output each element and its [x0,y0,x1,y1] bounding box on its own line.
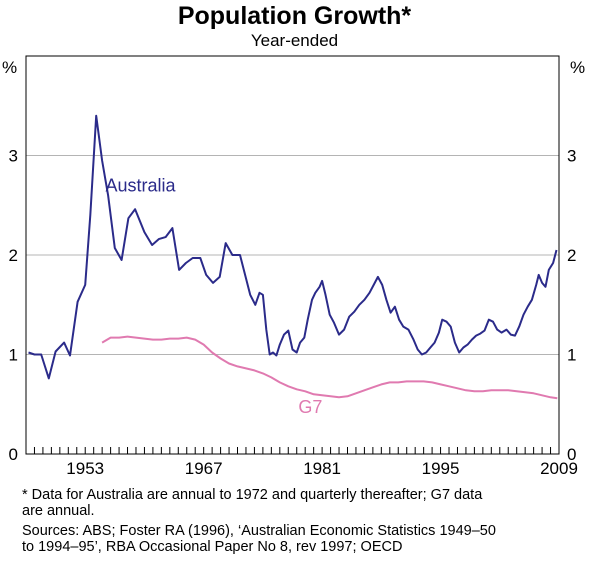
series-line-g7 [101,335,558,400]
chart-subtitle: Year-ended [250,31,339,50]
series-label-australia: Australia [106,175,177,195]
y-tick-label-left: 2 [9,246,18,265]
footnote-asterisk: * Data for Australia are annual to 1972 … [22,487,483,503]
footnote-sources: Sources: ABS; Foster RA (1996), ‘Austral… [22,523,496,539]
plot-frame [25,55,560,455]
x-tick-label-1967: 1967 [185,459,223,478]
footnote-sources-cont: to 1994–95’, RBA Occasional Paper No 8, … [22,539,403,555]
y-tick-label-left: 0 [9,445,18,464]
x-tick-label-2009: 2009 [540,459,578,478]
y-unit-right: % [570,58,585,77]
y-tick-label-right: 1 [567,346,576,365]
y-tick-label-left: 3 [9,147,18,166]
x-tick-label-1953: 1953 [66,459,104,478]
y-unit-left: % [2,58,17,77]
x-tick-label-1981: 1981 [303,459,341,478]
chart-title: Population Growth* [177,2,412,30]
series-line-australia [28,114,558,380]
y-tick-label-right: 0 [567,445,576,464]
footnote-asterisk-cont: are annual. [22,503,95,519]
y-tick-label-right: 3 [567,147,576,166]
x-tick-label-1995: 1995 [422,459,460,478]
y-tick-label-left: 1 [9,346,18,365]
y-tick-label-right: 2 [567,246,576,265]
series-label-g7: G7 [298,397,322,417]
